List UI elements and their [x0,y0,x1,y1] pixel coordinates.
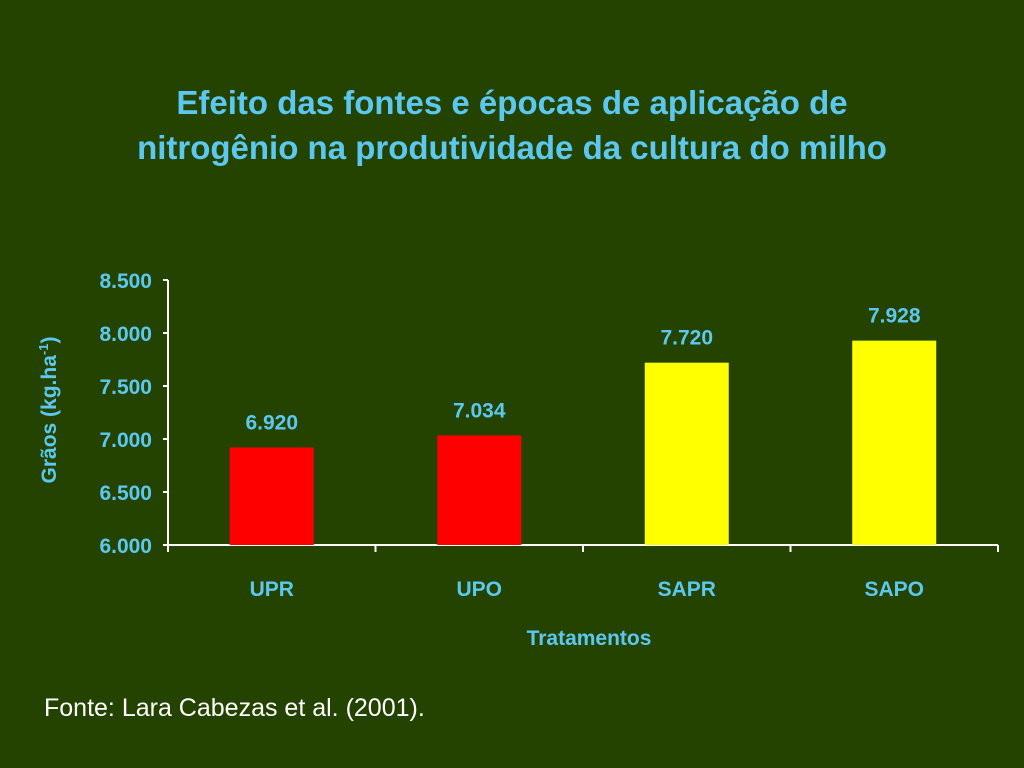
data-label-sapr: 7.720 [660,327,713,350]
bar-upo [437,435,522,545]
y-tick-label: 8.500 [99,270,152,293]
x-tick-label-upr: UPR [250,578,294,601]
slide-title: Efeito das fontes e épocas de aplicação … [137,84,887,166]
y-tick-label: 7.500 [99,376,152,399]
y-tick-label: 6.000 [99,535,152,558]
y-tick-label: 8.000 [99,323,152,346]
bar-sapo [852,340,937,545]
y-tick-label: 6.500 [99,482,152,505]
y-tick-label: 7.000 [99,429,152,452]
source-citation: Fonte: Lara Cabezas et al. (2001). [44,694,425,722]
data-label-upr: 6.920 [245,411,298,434]
bar-sapr [644,362,729,545]
data-label-upo: 7.034 [453,399,506,422]
x-tick-label-upo: UPO [456,578,502,601]
x-tick-label-sapr: SAPR [658,578,716,601]
y-axis-title: Grãos (kg.ha-1) [36,337,61,484]
x-tick-label-sapo: SAPO [864,578,924,601]
bar-upr [229,447,314,545]
data-label-sapo: 7.928 [868,305,921,328]
x-axis-title: Tratamentos [527,627,652,650]
